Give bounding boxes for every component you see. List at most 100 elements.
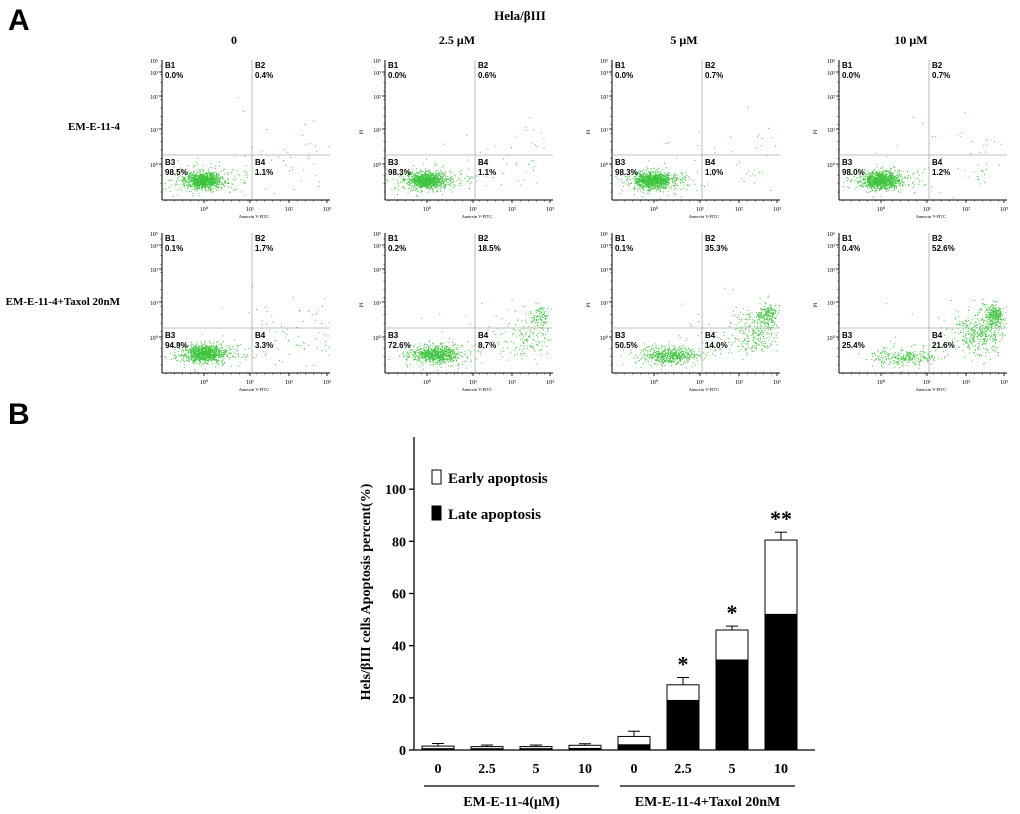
x-tick-label: 10³	[773, 207, 781, 213]
y-tick-label: 10⁵	[373, 59, 381, 65]
x-tick-label: 10¹	[469, 380, 477, 386]
x-tick-label: 10⁰	[200, 379, 209, 386]
quadrant-value: 98.5%	[165, 168, 188, 177]
x-tick-label: 10²	[735, 207, 743, 213]
quadrant-value: 1.1%	[478, 168, 496, 177]
y-tick-label: 100	[385, 483, 406, 498]
x-tick-label: 10⁰	[650, 206, 659, 213]
quadrant-name: B4	[255, 331, 266, 340]
y-axis-label: PI	[360, 129, 365, 134]
y-tick-label: 10²	[373, 268, 381, 274]
column-header: 5 μM	[670, 33, 697, 47]
x-tick-label: 10²	[962, 380, 970, 386]
y-tick-label: 60	[392, 588, 406, 603]
bar-early-apoptosis	[715, 629, 749, 661]
y-tick-label: 10²	[150, 268, 158, 274]
quadrant-value: 0.1%	[615, 244, 633, 253]
x-tick-label: 10	[774, 762, 788, 777]
column-header: 2.5 μM	[439, 33, 475, 47]
y-tick-label: 10¹	[150, 128, 158, 134]
quadrant-value: 35.3%	[705, 244, 728, 253]
x-tick-label: 10⁰	[877, 206, 886, 213]
bar-early-apoptosis	[470, 746, 504, 750]
x-tick-label: 10¹	[696, 207, 704, 213]
x-tick-label: 10³	[546, 380, 554, 386]
x-tick-label: 10	[578, 762, 592, 777]
x-axis-label: Annexin V-FITC	[689, 387, 720, 392]
panel-b-letter: B	[8, 398, 30, 431]
quadrant-name: B3	[388, 331, 399, 340]
flow-panel: 10⁰ 10¹ 10² 10³ 10⁵ PI 10⁰ 10¹ 10² 10³ Annexin V-F…	[814, 59, 1008, 219]
quadrant-name: B2	[478, 61, 489, 70]
x-tick-label: 10³	[773, 380, 781, 386]
bar-early-apoptosis	[666, 684, 700, 701]
y-tick-label: 10⁰	[150, 335, 159, 342]
quadrant-name: B2	[255, 61, 266, 70]
x-tick-label: 10¹	[923, 380, 931, 386]
quadrant-name: B2	[932, 61, 943, 70]
flow-panel: 10⁰ 10¹ 10² 10³ 10⁵ PI 10⁰ 10¹ 10² 10³ Annexin V-F…	[360, 232, 554, 392]
quadrant-name: B1	[165, 234, 176, 243]
x-tick-label: 10⁰	[423, 206, 432, 213]
y-tick-label: 10²	[150, 95, 158, 101]
x-tick-label: 10³	[546, 207, 554, 213]
bar-late-apoptosis	[617, 744, 651, 751]
quadrant-name: B3	[842, 158, 853, 167]
x-tick-label: 10¹	[246, 207, 254, 213]
bar-late-apoptosis	[715, 659, 749, 751]
x-tick-label: 10⁰	[877, 379, 886, 386]
bar-early-apoptosis	[421, 745, 455, 750]
quadrant-value: 0.0%	[615, 71, 633, 80]
quadrant-value: 1.0%	[705, 168, 723, 177]
y-tick-label: 10¹	[827, 128, 835, 134]
quadrant-name: B1	[615, 61, 626, 70]
quadrant-name: B3	[165, 158, 176, 167]
dot-cloud	[843, 112, 1002, 199]
quadrant-name: B3	[165, 331, 176, 340]
quadrant-name: B3	[615, 331, 626, 340]
y-tick-label: 10³	[600, 244, 608, 250]
y-tick-label: 10⁵	[150, 232, 158, 238]
quadrant-name: B4	[478, 158, 489, 167]
quadrant-value: 94.9%	[165, 341, 188, 350]
y-tick-label: 10²	[827, 268, 835, 274]
y-tick-label: 10²	[600, 95, 608, 101]
y-tick-label: 40	[392, 640, 406, 655]
y-tick-label: 10²	[373, 95, 381, 101]
x-axis-label: Annexin V-FITC	[462, 387, 493, 392]
dot-cloud	[388, 299, 552, 373]
quadrant-value: 0.7%	[705, 71, 723, 80]
x-axis-label: Annexin V-FITC	[462, 214, 493, 219]
y-tick-label: 10³	[150, 71, 158, 77]
x-axis-label: Annexin V-FITC	[239, 214, 270, 219]
quadrant-value: 0.6%	[478, 71, 496, 80]
x-tick-label: 10³	[1000, 207, 1008, 213]
x-axis-label: Annexin V-FITC	[916, 214, 947, 219]
x-axis-label: Annexin V-FITC	[689, 214, 720, 219]
y-axis-label: PI	[587, 302, 592, 307]
y-tick-label: 10²	[827, 95, 835, 101]
x-tick-label: 2.5	[674, 762, 692, 777]
quadrant-name: B4	[255, 158, 266, 167]
quadrant-value: 0.2%	[388, 244, 406, 253]
y-tick-label: 10⁰	[600, 335, 609, 342]
x-tick-label: 0	[435, 762, 442, 777]
quadrant-name: B2	[705, 61, 716, 70]
quadrant-name: B4	[932, 331, 943, 340]
y-tick-label: 10³	[827, 244, 835, 250]
dot-cloud	[615, 106, 777, 200]
flow-panel: 10⁰ 10¹ 10² 10³ 10⁵ PI 10⁰ 10¹ 10² 10³ Annexin V-F…	[814, 232, 1008, 392]
flow-panel: 10⁰ 10¹ 10² 10³ 10⁵ PI 10⁰ 10¹ 10² 10³ Annexin V-F…	[360, 59, 554, 219]
quadrant-value: 18.5%	[478, 244, 501, 253]
x-tick-label: 10¹	[696, 380, 704, 386]
dot-cloud	[858, 298, 1007, 373]
quadrant-value: 50.5%	[615, 341, 638, 350]
quadrant-value: 14.0%	[705, 341, 728, 350]
quadrant-value: 0.7%	[932, 71, 950, 80]
quadrant-name: B1	[388, 234, 399, 243]
y-axis-label: PI	[814, 302, 819, 307]
y-tick-label: 10³	[373, 71, 381, 77]
quadrant-name: B4	[478, 331, 489, 340]
quadrant-name: B2	[705, 234, 716, 243]
